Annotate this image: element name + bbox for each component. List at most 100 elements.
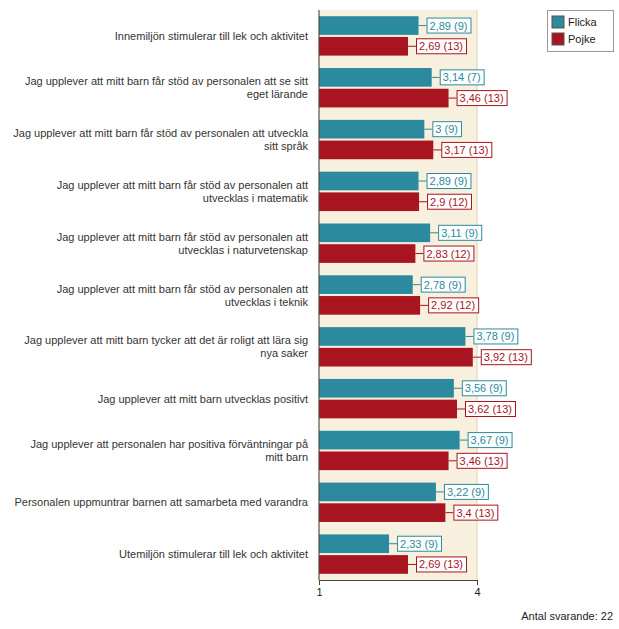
data-labels: 2,89 (9) 3,14 (7) 3 (9) 2,89 (9) 3,11 (9) 2,7…	[389, 18, 531, 572]
data-label: 3,46 (13)	[449, 453, 508, 468]
data-label-text: 3,4 (13)	[456, 507, 494, 519]
data-label-connector	[465, 336, 473, 337]
data-label-box	[442, 142, 492, 157]
data-label-connector	[457, 409, 465, 410]
data-label-box	[468, 433, 512, 448]
bar	[319, 400, 457, 419]
category-label-line: Jag upplever att mitt barn får stöd av p…	[57, 179, 308, 191]
data-label-connector	[445, 512, 453, 513]
data-label-connector	[420, 305, 428, 306]
data-label-connector	[432, 77, 440, 78]
data-label-text: 3,14 (7)	[443, 71, 481, 83]
data-label-text: 3,46 (13)	[460, 92, 504, 104]
data-label-connector	[473, 357, 481, 358]
data-label-text: 3,78 (9)	[476, 330, 514, 342]
tick-label: 4	[474, 586, 480, 598]
bar	[319, 172, 419, 191]
data-label: 3 (9)	[424, 122, 461, 137]
bar	[319, 244, 415, 263]
bar	[319, 192, 419, 211]
legend-label: Flicka	[568, 16, 598, 28]
data-label-text: 2,69 (13)	[419, 558, 463, 570]
data-label: 2,69 (13)	[408, 39, 467, 54]
legend-label: Pojke	[568, 33, 596, 45]
bar	[319, 483, 436, 502]
data-label: 2,89 (9)	[419, 18, 471, 33]
data-label-connector	[419, 181, 427, 182]
tick-label: 1	[316, 586, 322, 598]
data-label: 3,92 (13)	[473, 350, 532, 365]
data-label: 3,78 (9)	[465, 329, 517, 344]
data-label: 3,62 (13)	[457, 402, 516, 417]
data-label: 2,78 (9)	[413, 277, 465, 292]
bar	[319, 37, 408, 56]
bar	[319, 16, 419, 35]
data-label-connector	[413, 284, 421, 285]
category-label: Jag upplever att personalen har positiva…	[30, 438, 309, 463]
data-label-text: 3,22 (9)	[447, 486, 485, 498]
data-label: 2,69 (13)	[408, 557, 467, 572]
data-label-connector	[449, 98, 457, 99]
data-label-connector	[424, 129, 432, 130]
bar	[319, 275, 413, 294]
data-label-box	[454, 505, 498, 520]
data-label-text: 2,89 (9)	[430, 175, 468, 187]
data-label-box	[457, 453, 507, 468]
data-label-box	[427, 174, 471, 189]
data-label-box	[417, 557, 467, 572]
data-label-box	[398, 536, 442, 551]
bar	[319, 379, 454, 398]
bar	[319, 534, 389, 553]
category-label-line: Jag upplever att mitt barn får stöd av p…	[25, 75, 308, 87]
category-label-line: Jag upplever att mitt barn får stöd av p…	[13, 127, 309, 139]
bar	[319, 431, 460, 450]
data-label: 3,17 (13)	[433, 142, 492, 157]
x-axis-line	[320, 581, 478, 586]
legend-swatch	[552, 16, 564, 28]
data-label-box	[457, 91, 507, 106]
data-label-box	[424, 246, 474, 261]
category-label: Utemiljön stimulerar till lek och aktivi…	[119, 548, 308, 560]
data-label: 3,14 (7)	[432, 70, 484, 85]
data-label: 3,56 (9)	[454, 381, 506, 396]
chart: 142,89 (9)3,14 (7)3 (9)2,89 (9)3,11 (9)2…	[0, 0, 619, 629]
data-label: 2,89 (9)	[419, 174, 471, 189]
data-label-text: 2,92 (12)	[431, 299, 475, 311]
data-label-connector	[460, 440, 468, 441]
bar	[319, 120, 424, 139]
category-label-line: Jag upplever att mitt barn tycker att de…	[24, 334, 308, 346]
bar	[319, 451, 449, 470]
bar	[319, 89, 449, 108]
grid-line	[319, 10, 320, 580]
data-label: 3,22 (9)	[436, 484, 488, 499]
bar	[319, 503, 445, 522]
data-label-box	[439, 225, 482, 240]
data-label-connector	[430, 232, 438, 233]
category-label-line: utvecklas i teknik	[225, 296, 309, 308]
data-label-text: 3,11 (9)	[441, 227, 478, 239]
data-label-connector	[454, 388, 462, 389]
data-label-box	[462, 381, 506, 396]
data-label-connector	[408, 564, 416, 565]
category-label-line: Personalen uppmuntrar barnen att samarbe…	[14, 496, 308, 508]
bar	[319, 555, 408, 574]
data-label-text: 2,83 (12)	[426, 248, 470, 260]
data-label-box	[429, 298, 479, 313]
data-label-text: 3,17 (13)	[444, 144, 488, 156]
category-label: Jag upplever att mitt barn får stöd av p…	[25, 75, 308, 100]
tick: 4	[474, 580, 480, 598]
data-label-text: 2,9 (12)	[430, 196, 468, 208]
tick-mark	[319, 580, 320, 585]
data-label-box	[474, 329, 518, 344]
data-label: 3,4 (13)	[445, 505, 497, 520]
annotation: Antal svarande: 22	[521, 610, 613, 622]
category-label: Innemiljön stimulerar till lek och aktiv…	[115, 30, 308, 42]
category-label: Jag upplever att mitt barn får stöd av p…	[57, 179, 309, 204]
data-label-connector	[433, 149, 441, 150]
data-label-connector	[415, 253, 423, 254]
data-label-text: 3,92 (13)	[484, 351, 528, 363]
category-label-line: sitt språk	[264, 140, 309, 152]
data-label: 3,46 (13)	[449, 91, 508, 106]
bar	[319, 348, 473, 367]
data-label-connector	[389, 543, 397, 544]
